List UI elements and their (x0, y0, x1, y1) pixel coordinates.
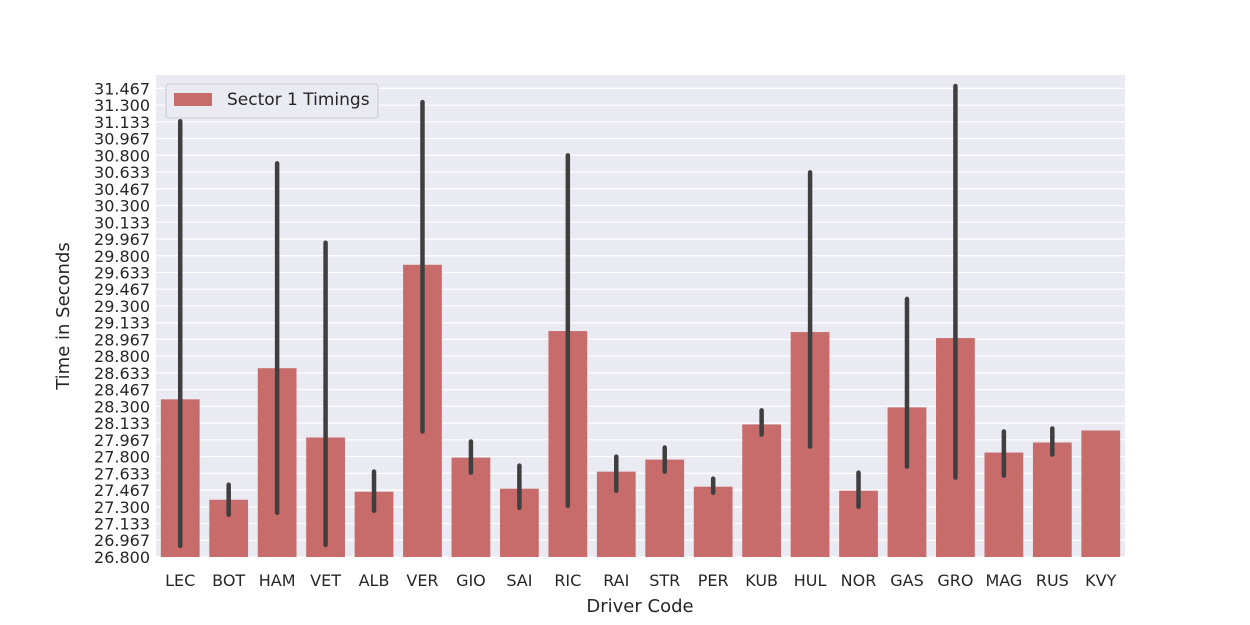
y-tick-label: 29.967 (94, 230, 150, 249)
legend: Sector 1 Timings (165, 83, 379, 119)
plot-background (156, 75, 1125, 557)
y-tick-labels: 26.80026.96727.13327.30027.46727.63327.8… (94, 79, 150, 567)
y-tick-label: 26.800 (94, 548, 150, 567)
y-axis-title: Time in Seconds (53, 242, 74, 391)
y-tick-label: 27.800 (94, 448, 150, 467)
y-tick-label: 30.133 (94, 213, 150, 232)
x-tick-label: RUS (1036, 571, 1069, 590)
y-tick-label: 28.300 (94, 397, 150, 416)
bar-kvy (1081, 430, 1121, 557)
y-tick-label: 29.133 (94, 314, 150, 333)
x-tick-label: LEC (165, 571, 195, 590)
x-tick-label: STR (649, 571, 680, 590)
bar-rus (1032, 442, 1072, 557)
x-tick-label: GAS (890, 571, 924, 590)
x-tick-labels: LEC BOT HAM VET ALB VER GIO SAI RIC RAI STR PER KUB H… (165, 571, 1116, 590)
x-tick-label: MAG (985, 571, 1022, 590)
x-tick-label: PER (698, 571, 729, 590)
bar-str (645, 459, 685, 557)
y-tick-label: 30.800 (94, 146, 150, 165)
bar-per (693, 486, 733, 557)
x-tick-label: KVY (1085, 571, 1116, 590)
x-tick-label: RIC (554, 571, 581, 590)
legend-box (165, 83, 379, 119)
x-axis-title: Driver Code (586, 596, 693, 617)
x-tick-label: NOR (841, 571, 877, 590)
legend-swatch (174, 93, 212, 106)
y-tick-label: 27.633 (94, 464, 150, 483)
x-tick-label: HUL (794, 571, 827, 590)
y-tick-label: 30.633 (94, 163, 150, 182)
x-tick-label: RAI (603, 571, 629, 590)
y-tick-label: 27.967 (94, 431, 150, 450)
x-tick-label: GIO (456, 571, 486, 590)
y-tick-label: 28.800 (94, 347, 150, 366)
y-tick-label: 31.133 (94, 113, 150, 132)
x-tick-label: ALB (359, 571, 390, 590)
error-bars (177, 83, 1055, 549)
x-tick-label: GRO (937, 571, 973, 590)
x-tick-label: HAM (259, 571, 296, 590)
x-tick-label: VER (406, 571, 438, 590)
x-tick-label: VET (310, 571, 341, 590)
y-tick-label: 28.633 (94, 364, 150, 383)
y-tick-label: 29.300 (94, 297, 150, 316)
bar-kub (742, 424, 782, 557)
y-tick-label: 29.467 (94, 280, 150, 299)
y-tick-label: 28.133 (94, 414, 150, 433)
legend-label: Sector 1 Timings (227, 90, 370, 110)
x-tick-label: BOT (212, 571, 245, 590)
y-tick-label: 28.967 (94, 330, 150, 349)
x-tick-label: SAI (506, 571, 532, 590)
y-tick-label: 29.633 (94, 264, 150, 283)
y-tick-label: 26.967 (94, 531, 150, 550)
y-tick-label: 30.967 (94, 130, 150, 149)
y-tick-label: 27.467 (94, 481, 150, 500)
x-tick-label: KUB (745, 571, 778, 590)
y-tick-label: 27.133 (94, 515, 150, 534)
y-tick-label: 31.300 (94, 96, 150, 115)
y-tick-label: 30.467 (94, 180, 150, 199)
y-tick-label: 28.467 (94, 381, 150, 400)
y-tick-label: 30.300 (94, 197, 150, 216)
y-tick-label: 29.800 (94, 247, 150, 266)
y-tick-label: 31.467 (94, 79, 150, 98)
y-tick-label: 27.300 (94, 498, 150, 517)
